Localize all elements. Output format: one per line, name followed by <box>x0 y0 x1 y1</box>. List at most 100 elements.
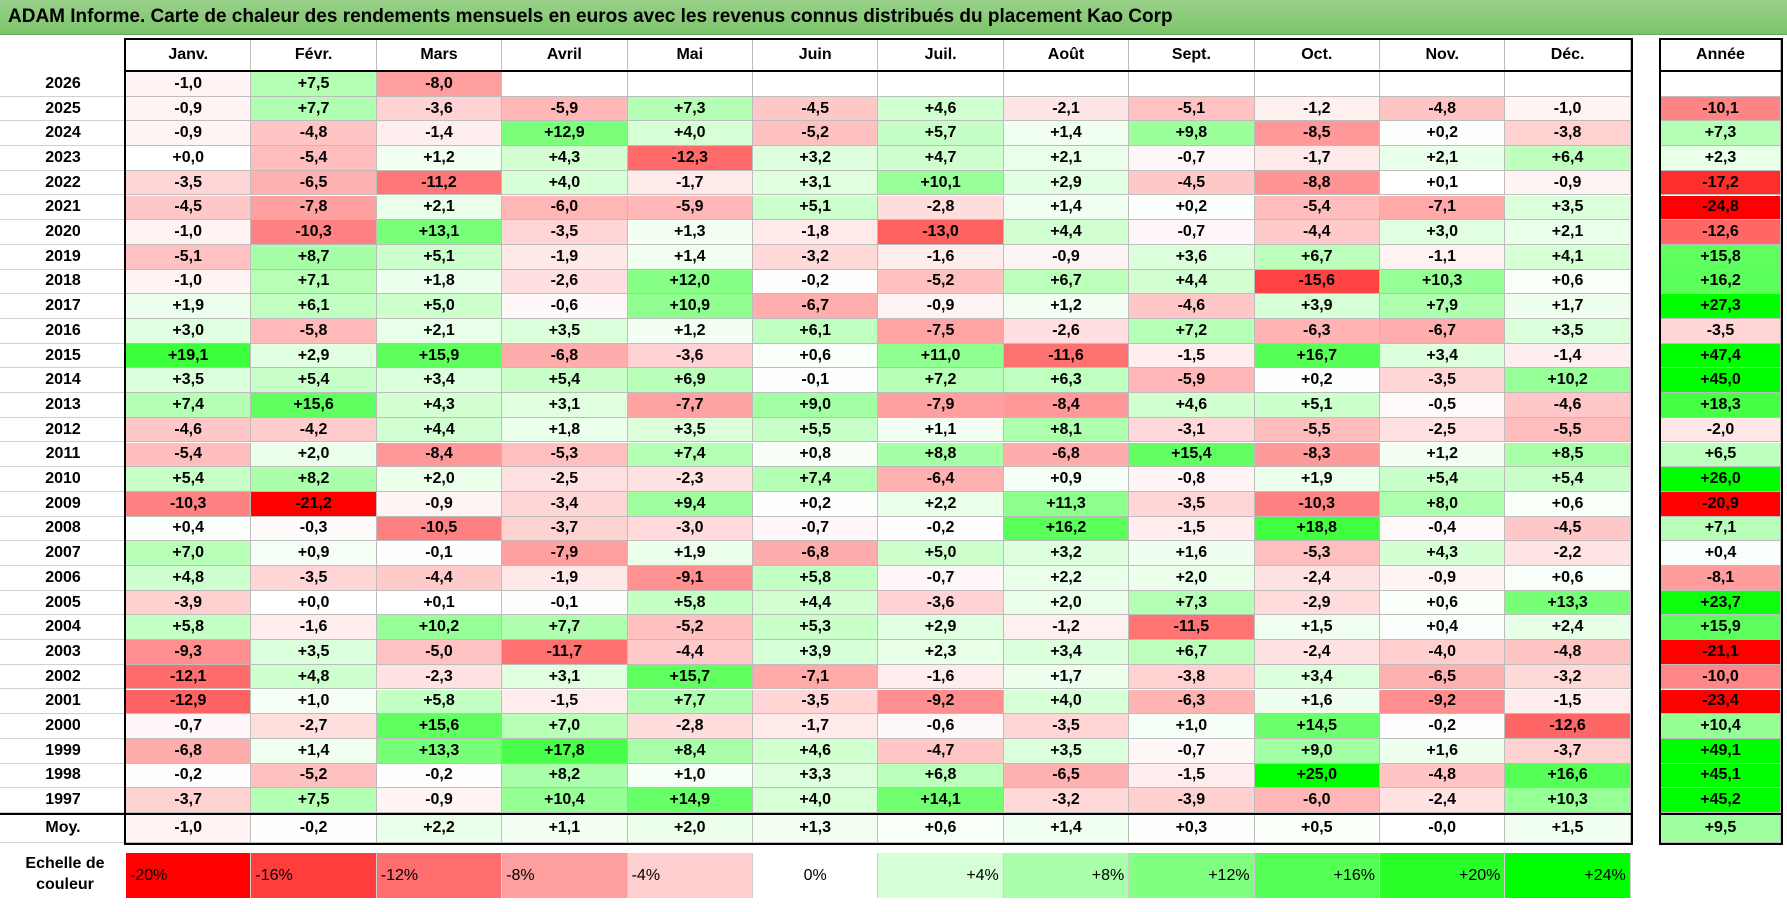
heatmap-cell: -0,9 <box>1380 566 1506 591</box>
heatmap-cell: -2,3 <box>376 664 503 690</box>
annual-average-cell: +9,5 <box>1661 814 1781 843</box>
heatmap-cell: -1,5 <box>1129 763 1255 789</box>
color-scale-label: Echelle de couleur <box>25 855 105 893</box>
heatmap-cell: +5,1 <box>753 195 879 221</box>
heatmap-cell: -2,6 <box>1003 319 1130 344</box>
heatmap-cell: -3,2 <box>753 244 879 270</box>
heatmap-cell: -4,0 <box>1380 640 1506 665</box>
heatmap-cell: +3,5 <box>251 640 377 665</box>
month-header: Juin <box>753 40 879 70</box>
year-label: 1997 <box>0 788 126 813</box>
average-cell: +1,4 <box>1003 814 1130 843</box>
heatmap-cell: +6,7 <box>1003 269 1130 295</box>
heatmap-cell: +3,6 <box>1129 244 1255 270</box>
heatmap-cell: +12,9 <box>502 121 628 147</box>
month-header: Mars <box>376 40 503 70</box>
heatmap-cell: +6,4 <box>1505 146 1631 171</box>
heatmap-cell: -6,7 <box>753 294 879 319</box>
month-header: Déc. <box>1505 40 1631 70</box>
heatmap-cell: -11,2 <box>376 170 503 196</box>
annual-cell: +15,8 <box>1661 244 1781 270</box>
color-scale-stop: -16% <box>251 853 377 898</box>
heatmap-cell: +2,0 <box>1129 566 1255 591</box>
heatmap-cell: -4,5 <box>1505 516 1631 542</box>
heatmap-cell: +0,1 <box>376 590 503 616</box>
heatmap-cell: +1,8 <box>376 269 503 295</box>
heatmap-cell: +5,8 <box>627 590 753 616</box>
year-label: 2018 <box>0 269 126 295</box>
heatmap-cell: +1,4 <box>251 738 377 764</box>
year-label: 2003 <box>0 640 126 665</box>
heatmap-cell: +3,5 <box>1505 319 1631 344</box>
heatmap-cell: +7,9 <box>1380 294 1506 319</box>
heatmap-cell: -1,0 <box>126 269 252 295</box>
annual-cell: +6,5 <box>1661 442 1781 468</box>
heatmap-cell: +5,0 <box>878 541 1004 566</box>
heatmap-cell: -0,6 <box>878 714 1004 739</box>
heatmap-cell: -9,2 <box>1380 689 1506 715</box>
heatmap-cell: +9,0 <box>753 393 879 418</box>
heatmap-cell: -1,0 <box>126 72 252 97</box>
heatmap-cell: -6,8 <box>1003 442 1130 468</box>
heatmap-cell: -6,0 <box>1254 788 1380 813</box>
heatmap-cell: -11,7 <box>502 640 628 665</box>
heatmap-cell: -1,8 <box>753 220 879 245</box>
color-scale-stop: +8% <box>1003 853 1130 898</box>
annual-cell: -10,1 <box>1661 96 1781 122</box>
heatmap-cell: -1,7 <box>1254 146 1380 171</box>
month-header: Sept. <box>1129 40 1255 70</box>
heatmap-cell: +2,1 <box>376 195 503 221</box>
heatmap-cell: +1,9 <box>1254 467 1380 492</box>
heatmap-cell: +4,6 <box>878 96 1004 122</box>
heatmap-cell: -6,7 <box>1380 319 1506 344</box>
heatmap-cell: +0,2 <box>1380 121 1506 147</box>
heatmap-cell: -1,5 <box>1505 689 1631 715</box>
heatmap-cell: -3,0 <box>627 516 753 542</box>
heatmap-cell: -3,4 <box>502 491 628 517</box>
average-cell: -0,0 <box>1380 814 1506 843</box>
heatmap-cell: +8,4 <box>627 738 753 764</box>
heatmap-cell: +9,4 <box>627 491 753 517</box>
year-label: 2012 <box>0 417 126 443</box>
heatmap-cell: +1,1 <box>878 417 1004 443</box>
heatmap-cell: -5,8 <box>251 319 377 344</box>
heatmap-cell: +1,7 <box>1505 294 1631 319</box>
heatmap-cell: -0,9 <box>1003 244 1130 270</box>
heatmap-cell: -5,5 <box>1254 417 1380 443</box>
heatmap-cell: -0,6 <box>502 294 628 319</box>
month-header: Mai <box>627 40 753 70</box>
heatmap-cell: +3,4 <box>1003 640 1130 665</box>
heatmap-cell <box>1129 72 1255 97</box>
title-bar: ADAM Informe. Carte de chaleur des rende… <box>0 0 1787 35</box>
annual-cell: +0,4 <box>1661 541 1781 566</box>
heatmap-cell: +2,0 <box>1003 590 1130 616</box>
heatmap-cell: +1,9 <box>126 294 252 319</box>
heatmap-cell: +1,8 <box>502 417 628 443</box>
heatmap-cell: -3,2 <box>1003 788 1130 813</box>
heatmap-cell: -3,5 <box>1380 368 1506 394</box>
heatmap-cell: +11,3 <box>1003 491 1130 517</box>
heatmap-cell: -0,7 <box>878 566 1004 591</box>
heatmap-cell: +3,3 <box>753 763 879 789</box>
heatmap-cell: -0,7 <box>1129 738 1255 764</box>
heatmap-cell: +10,3 <box>1380 269 1506 295</box>
year-label: 1999 <box>0 738 126 764</box>
annual-cell: +10,4 <box>1661 714 1781 739</box>
heatmap-cell: +3,4 <box>1380 343 1506 369</box>
heatmap-cell: -4,8 <box>1380 763 1506 789</box>
heatmap-cell: +3,4 <box>1254 664 1380 690</box>
average-label: Moy. <box>0 814 126 843</box>
heatmap-cell: +1,0 <box>1129 714 1255 739</box>
heatmap-cell: +2,9 <box>251 343 377 369</box>
heatmap-cell: +1,6 <box>1129 541 1255 566</box>
annual-cell: +45,1 <box>1661 763 1781 789</box>
heatmap-cell: +1,0 <box>251 689 377 715</box>
annual-cell: +26,0 <box>1661 467 1781 492</box>
heatmap-cell: +5,4 <box>1505 467 1631 492</box>
annual-cell: -20,9 <box>1661 491 1781 517</box>
heatmap-cell: +5,3 <box>753 615 879 641</box>
color-scale-stop: +12% <box>1129 853 1255 898</box>
heatmap-cell: -3,1 <box>1129 417 1255 443</box>
heatmap-cell: +0,6 <box>753 343 879 369</box>
heatmap-cell <box>502 72 628 97</box>
